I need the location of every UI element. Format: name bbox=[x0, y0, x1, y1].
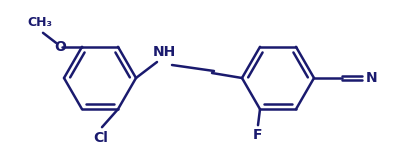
Text: CH₃: CH₃ bbox=[27, 16, 52, 29]
Text: O: O bbox=[54, 40, 66, 54]
Text: F: F bbox=[253, 128, 262, 142]
Text: Cl: Cl bbox=[93, 131, 108, 145]
Text: NH: NH bbox=[152, 45, 175, 59]
Text: N: N bbox=[365, 71, 377, 85]
